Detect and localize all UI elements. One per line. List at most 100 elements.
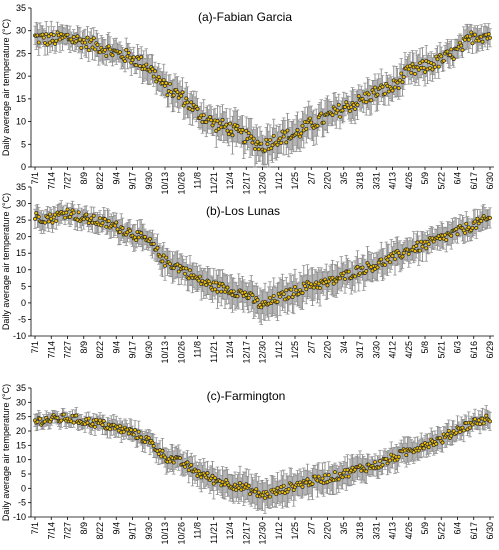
data-point bbox=[308, 116, 312, 121]
data-point bbox=[91, 36, 96, 41]
data-point bbox=[243, 140, 247, 144]
data-point bbox=[124, 47, 129, 52]
data-point bbox=[426, 445, 431, 450]
data-point bbox=[86, 416, 91, 421]
data-point bbox=[341, 271, 346, 276]
data-point bbox=[51, 33, 56, 38]
data-point bbox=[71, 210, 76, 215]
data-point bbox=[378, 459, 382, 463]
x-tick-label: 6/4 bbox=[453, 172, 463, 185]
x-tick-label: 11/21 bbox=[209, 172, 219, 194]
data-point bbox=[156, 74, 161, 79]
data-point bbox=[420, 59, 425, 64]
y-tick-label: 30 bbox=[16, 26, 26, 36]
data-point bbox=[248, 492, 252, 497]
data-point bbox=[435, 57, 440, 62]
data-point bbox=[356, 94, 361, 99]
data-point bbox=[249, 134, 254, 139]
y-axis-title: Daily average air temperature (°C) bbox=[1, 19, 11, 156]
x-tick-label: 9/17 bbox=[128, 522, 138, 540]
y-tick-label: 20 bbox=[16, 426, 26, 436]
data-point bbox=[271, 293, 276, 298]
x-tick-label: 4/25 bbox=[404, 341, 414, 359]
data-point bbox=[271, 133, 276, 138]
x-tick-label: 9/4 bbox=[111, 172, 121, 185]
data-point bbox=[370, 268, 375, 273]
x-tick-label: 8/22 bbox=[95, 522, 105, 540]
data-point bbox=[104, 224, 109, 229]
data-point bbox=[395, 80, 400, 85]
data-point bbox=[310, 481, 315, 486]
x-tick-label: 8/22 bbox=[95, 172, 105, 190]
data-point bbox=[343, 277, 347, 281]
y-tick-label: 5 bbox=[21, 469, 26, 479]
data-point bbox=[75, 34, 80, 39]
data-point bbox=[198, 274, 202, 279]
data-point bbox=[128, 228, 132, 233]
data-point bbox=[439, 54, 444, 59]
data-point bbox=[235, 124, 240, 128]
x-tick-label: 1/12 bbox=[274, 172, 284, 190]
data-point bbox=[424, 246, 429, 251]
data-point bbox=[320, 476, 325, 481]
data-point bbox=[478, 422, 482, 427]
x-tick-label: 12/4 bbox=[225, 341, 235, 359]
data-point bbox=[461, 428, 466, 433]
data-point bbox=[120, 226, 125, 231]
data-point bbox=[330, 275, 335, 280]
data-point bbox=[50, 38, 55, 43]
data-point bbox=[358, 463, 362, 468]
data-point bbox=[400, 254, 405, 259]
data-point bbox=[150, 440, 155, 445]
data-point bbox=[468, 34, 472, 39]
data-point bbox=[176, 95, 181, 100]
error-bars bbox=[33, 405, 492, 514]
data-point bbox=[338, 114, 342, 119]
x-tick-label: 2/7 bbox=[306, 341, 316, 354]
data-point bbox=[465, 427, 470, 432]
data-point bbox=[438, 436, 442, 440]
data-point bbox=[131, 432, 136, 437]
data-point bbox=[71, 420, 76, 425]
x-tick-label: 9/17 bbox=[128, 172, 138, 190]
data-point bbox=[64, 210, 69, 215]
x-tick-label: 5/9 bbox=[420, 172, 430, 185]
x-tick-label: 7/27 bbox=[63, 341, 73, 359]
data-point bbox=[55, 415, 60, 420]
data-point bbox=[176, 269, 181, 274]
data-point bbox=[35, 419, 40, 424]
data-point bbox=[210, 473, 215, 478]
data-point bbox=[188, 268, 192, 273]
data-point bbox=[110, 53, 115, 58]
data-point bbox=[300, 291, 305, 295]
x-tick-label: 6/17 bbox=[469, 522, 479, 540]
data-point bbox=[246, 295, 251, 300]
x-tick-label: 10/13 bbox=[160, 522, 170, 545]
x-tick-label: 7/27 bbox=[63, 172, 73, 190]
data-point bbox=[408, 64, 412, 68]
chart-panel-3: -10 -5 0 5 10 15 20 25 30 35 7/1 7/14 7/27 8/9 8/22 9/4… bbox=[1, 383, 495, 545]
data-point bbox=[91, 213, 96, 218]
data-point bbox=[90, 45, 95, 50]
data-point bbox=[164, 80, 169, 85]
data-point bbox=[303, 284, 307, 288]
data-point bbox=[334, 279, 339, 284]
chart-panel-1: 0 5 10 15 20 25 30 35 7/1 7/14 7/27 8/9 8/22 9/4 9/17 9… bbox=[1, 3, 495, 195]
y-axis-title: Daily average air temperature (°C) bbox=[1, 384, 11, 521]
x-tick-label: 8/9 bbox=[79, 172, 89, 185]
data-point bbox=[81, 217, 86, 222]
x-tick-label: 8/22 bbox=[95, 341, 105, 359]
data-point bbox=[106, 44, 111, 49]
data-point bbox=[445, 49, 450, 54]
x-tick-label: 3/17 bbox=[355, 341, 365, 359]
data-point bbox=[284, 288, 289, 293]
data-point bbox=[428, 441, 432, 446]
data-point bbox=[115, 227, 120, 232]
data-point bbox=[186, 468, 191, 473]
data-points bbox=[33, 207, 492, 310]
data-point bbox=[440, 440, 445, 445]
data-point bbox=[253, 146, 257, 151]
data-point bbox=[259, 305, 264, 310]
data-point bbox=[59, 418, 64, 423]
data-point bbox=[139, 435, 144, 440]
